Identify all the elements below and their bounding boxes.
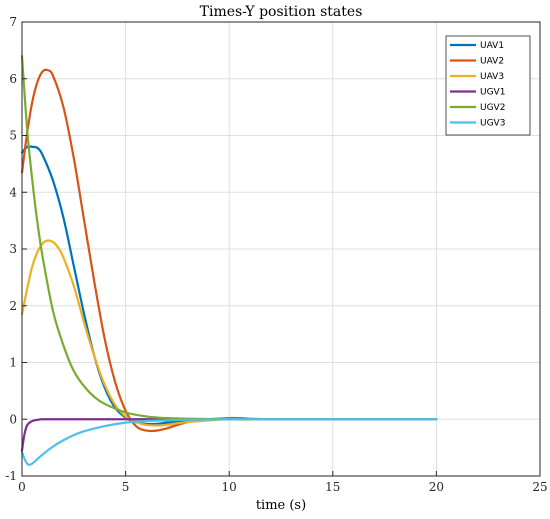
legend: UAV1 UAV2 UAV3 UGV1 UGV2 UGV3 bbox=[445, 35, 531, 136]
y-tick-label: 1 bbox=[9, 356, 17, 370]
y-tick-label: 0 bbox=[9, 412, 17, 426]
x-tick-label: 20 bbox=[429, 480, 444, 494]
x-tick-label: 15 bbox=[325, 480, 340, 494]
legend-label: UGV3 bbox=[480, 119, 505, 129]
legend-label: UAV3 bbox=[480, 72, 504, 82]
legend-label: UAV2 bbox=[480, 57, 504, 67]
chart-title: Times-Y position states bbox=[200, 4, 363, 20]
legend-label: UGV2 bbox=[480, 103, 505, 113]
x-tick-label: 5 bbox=[122, 480, 130, 494]
y-tick-label: 5 bbox=[9, 129, 17, 143]
y-axis-ticks: -1 0 1 2 3 4 5 6 7 bbox=[5, 15, 27, 483]
legend-label: UGV1 bbox=[480, 88, 505, 98]
series-layer bbox=[20, 54, 438, 466]
y-tick-label: 7 bbox=[9, 15, 17, 29]
legend-box bbox=[445, 35, 531, 136]
series-line-ugv3 bbox=[20, 418, 438, 466]
x-tick-label: 25 bbox=[532, 480, 547, 494]
y-tick-label: -1 bbox=[5, 469, 17, 483]
y-tick-label: 3 bbox=[9, 242, 17, 256]
y-tick-label: 2 bbox=[9, 299, 17, 313]
legend-label: UAV1 bbox=[480, 41, 504, 51]
y-tick-label: 4 bbox=[9, 185, 17, 199]
legend-items: UAV1 UAV2 UAV3 UGV1 UGV2 UGV3 bbox=[450, 41, 505, 129]
y-tick-label: 6 bbox=[9, 72, 17, 86]
x-tick-label: 0 bbox=[18, 480, 26, 494]
x-axis-label: time (s) bbox=[256, 498, 306, 513]
x-tick-label: 10 bbox=[222, 480, 237, 494]
x-axis-ticks: 0 5 10 15 20 25 bbox=[18, 471, 548, 494]
